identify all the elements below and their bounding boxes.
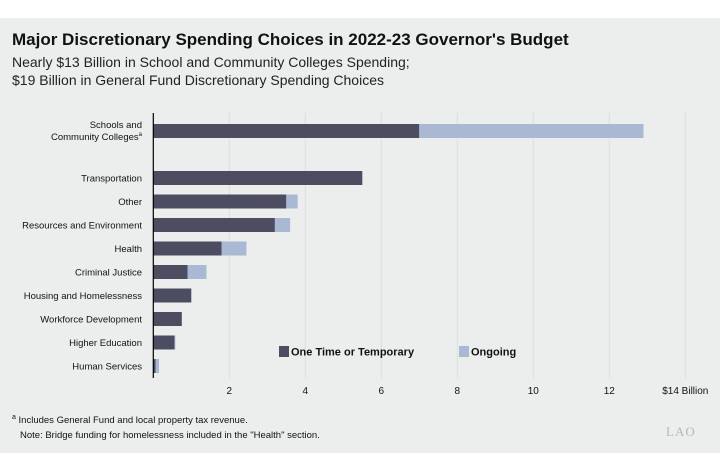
bar-ongoing — [221, 241, 247, 256]
x-tick-label: 4 — [303, 386, 309, 397]
category-label: Other — [118, 197, 142, 208]
legend-label: Ongoing — [471, 347, 516, 359]
subtitle-line-2: $19 Billion in General Fund Discretionar… — [12, 72, 384, 88]
bar-one-time — [153, 288, 192, 303]
category-label: Resources and Environment — [22, 221, 142, 232]
bar-one-time — [153, 218, 275, 232]
x-tick-label: 8 — [455, 386, 461, 397]
footnote-a: a Includes General Fund and local proper… — [12, 414, 248, 427]
bar-ongoing — [187, 265, 207, 279]
bar-one-time — [153, 335, 175, 350]
subtitle-line-1: Nearly $13 Billion in School and Communi… — [12, 54, 410, 70]
bar-one-time — [153, 171, 363, 185]
x-tick-label: 12 — [604, 386, 616, 397]
bar-ongoing — [286, 194, 298, 209]
footnote-note: Note: Bridge funding for homelessness in… — [20, 430, 320, 441]
x-tick-label: $14 Billion — [662, 386, 708, 397]
category-label: Workforce Development — [40, 315, 142, 326]
bar-ongoing — [174, 335, 176, 350]
category-label: Criminal Justice — [75, 268, 142, 279]
bar-one-time — [153, 265, 188, 279]
legend-swatch — [279, 346, 289, 357]
legend-label: One Time or Temporary — [291, 347, 415, 359]
bar-ongoing — [419, 124, 644, 138]
bar-ongoing — [274, 218, 291, 232]
category-label: Health — [115, 244, 142, 255]
category-label: Schools and — [90, 120, 142, 131]
bar-one-time — [153, 124, 420, 138]
category-label: Human Services — [72, 362, 142, 373]
chart-panel — [0, 18, 720, 453]
category-label: Transportation — [81, 174, 142, 185]
chart-title: Major Discretionary Spending Choices in … — [12, 30, 569, 49]
x-tick-label: 10 — [528, 386, 540, 397]
bar-one-time — [153, 241, 222, 256]
x-tick-label: 6 — [379, 386, 385, 397]
category-label: Higher Education — [69, 338, 142, 349]
category-label: Housing and Homelessness — [24, 291, 143, 302]
bar-one-time — [153, 194, 287, 209]
x-tick-label: 2 — [227, 386, 233, 397]
bar-one-time — [153, 312, 182, 326]
chart-subtitle: Nearly $13 Billion in School and Communi… — [12, 53, 410, 89]
bar-one-time — [153, 359, 156, 373]
lao-logo: LAO — [666, 424, 696, 439]
legend-swatch — [459, 346, 469, 357]
category-label: Community Collegesa — [51, 132, 143, 143]
bar-ongoing — [155, 359, 159, 373]
